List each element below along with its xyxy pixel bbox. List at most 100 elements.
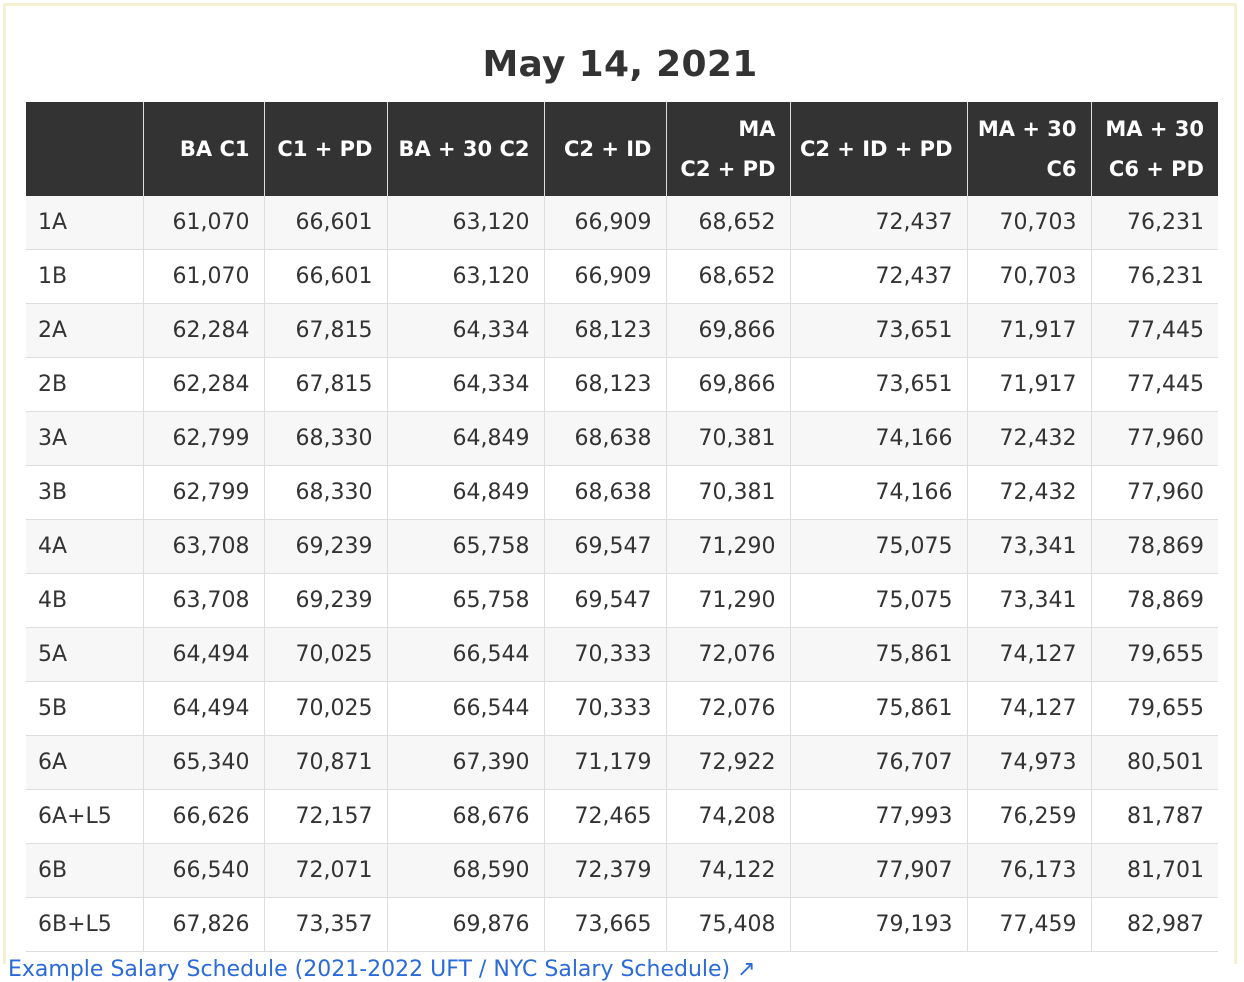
salary-cell: 75,075	[790, 573, 968, 628]
salary-cell: 70,025	[264, 627, 388, 682]
step-cell: 3B	[26, 465, 144, 520]
salary-cell: 68,590	[387, 843, 545, 898]
step-cell: 6B+L5	[26, 897, 144, 952]
header-step	[26, 102, 144, 196]
salary-cell: 72,922	[666, 735, 791, 790]
salary-cell: 72,076	[666, 681, 791, 736]
table-row: 2A 62,284 67,815 64,334 68,123 69,866 73…	[26, 303, 1218, 358]
salary-cell: 69,239	[264, 573, 388, 628]
salary-cell: 70,871	[264, 735, 388, 790]
salary-cell: 62,799	[143, 465, 265, 520]
salary-cell: 68,123	[544, 357, 667, 412]
table-row: 4A 63,708 69,239 65,758 69,547 71,290 75…	[26, 519, 1218, 574]
table-row: 6B 66,540 72,071 68,590 72,379 74,122 77…	[26, 843, 1218, 898]
salary-cell: 73,665	[544, 897, 667, 952]
table-row: 3B 62,799 68,330 64,849 68,638 70,381 74…	[26, 465, 1218, 520]
salary-cell: 68,652	[666, 196, 791, 250]
salary-cell: 61,070	[143, 196, 265, 250]
step-cell: 5B	[26, 681, 144, 736]
salary-cell: 80,501	[1091, 735, 1218, 790]
salary-cell: 66,540	[143, 843, 265, 898]
salary-cell: 66,544	[387, 681, 545, 736]
salary-cell: 62,799	[143, 411, 265, 466]
schedule-panel: May 14, 2021 BA C1 C1 + PD BA + 30 C2 C2…	[3, 3, 1237, 964]
step-cell: 6A+L5	[26, 789, 144, 844]
salary-cell: 75,861	[790, 627, 968, 682]
salary-cell: 69,866	[666, 303, 791, 358]
salary-cell: 77,993	[790, 789, 968, 844]
table-row: 6B+L5 67,826 73,357 69,876 73,665 75,408…	[26, 897, 1218, 952]
table-header-row: BA C1 C1 + PD BA + 30 C2 C2 + ID MA C2 + …	[26, 102, 1218, 196]
salary-cell: 78,869	[1091, 519, 1218, 574]
salary-cell: 74,166	[790, 411, 968, 466]
step-cell: 2A	[26, 303, 144, 358]
salary-cell: 70,703	[967, 249, 1092, 304]
salary-cell: 76,231	[1091, 196, 1218, 250]
salary-cell: 78,869	[1091, 573, 1218, 628]
salary-cell: 77,445	[1091, 357, 1218, 412]
salary-cell: 68,330	[264, 465, 388, 520]
salary-cell: 63,708	[143, 519, 265, 574]
salary-cell: 70,025	[264, 681, 388, 736]
salary-cell: 66,601	[264, 249, 388, 304]
salary-cell: 65,340	[143, 735, 265, 790]
salary-cell: 64,849	[387, 465, 545, 520]
salary-cell: 76,707	[790, 735, 968, 790]
salary-cell: 77,459	[967, 897, 1092, 952]
salary-cell: 73,341	[967, 573, 1092, 628]
salary-cell: 69,239	[264, 519, 388, 574]
salary-cell: 67,815	[264, 303, 388, 358]
salary-cell: 82,987	[1091, 897, 1218, 952]
step-cell: 5A	[26, 627, 144, 682]
salary-cell: 72,437	[790, 196, 968, 250]
table-row: 2B 62,284 67,815 64,334 68,123 69,866 73…	[26, 357, 1218, 412]
salary-cell: 64,334	[387, 303, 545, 358]
salary-cell: 68,652	[666, 249, 791, 304]
salary-cell: 77,960	[1091, 465, 1218, 520]
salary-cell: 76,259	[967, 789, 1092, 844]
header-ba-c1: BA C1	[143, 102, 265, 196]
header-ma30-c6: MA + 30 C6	[967, 102, 1092, 196]
salary-cell: 67,815	[264, 357, 388, 412]
salary-cell: 63,120	[387, 249, 545, 304]
step-cell: 1B	[26, 249, 144, 304]
step-cell: 6B	[26, 843, 144, 898]
salary-cell: 76,173	[967, 843, 1092, 898]
salary-cell: 71,917	[967, 357, 1092, 412]
salary-cell: 70,333	[544, 627, 667, 682]
salary-cell: 69,866	[666, 357, 791, 412]
salary-cell: 73,341	[967, 519, 1092, 574]
salary-cell: 63,120	[387, 196, 545, 250]
table-row: 1B 61,070 66,601 63,120 66,909 68,652 72…	[26, 249, 1218, 304]
table-row: 5B 64,494 70,025 66,544 70,333 72,076 75…	[26, 681, 1218, 736]
step-cell: 6A	[26, 735, 144, 790]
salary-cell: 73,651	[790, 357, 968, 412]
salary-cell: 69,547	[544, 519, 667, 574]
table-row: 5A 64,494 70,025 66,544 70,333 72,076 75…	[26, 627, 1218, 682]
salary-cell: 77,960	[1091, 411, 1218, 466]
salary-cell: 76,231	[1091, 249, 1218, 304]
salary-cell: 67,826	[143, 897, 265, 952]
salary-cell: 72,379	[544, 843, 667, 898]
step-cell: 4B	[26, 573, 144, 628]
salary-cell: 81,701	[1091, 843, 1218, 898]
salary-cell: 65,758	[387, 519, 545, 574]
table-row: 1A 61,070 66,601 63,120 66,909 68,652 72…	[26, 196, 1218, 250]
salary-cell: 66,909	[544, 196, 667, 250]
salary-cell: 73,651	[790, 303, 968, 358]
salary-schedule-link[interactable]: Example Salary Schedule (2021-2022 UFT /…	[8, 957, 756, 982]
salary-cell: 64,849	[387, 411, 545, 466]
table-row: 6A 65,340 70,871 67,390 71,179 72,922 76…	[26, 735, 1218, 790]
salary-cell: 66,601	[264, 196, 388, 250]
salary-cell: 72,432	[967, 411, 1092, 466]
page-title: May 14, 2021	[482, 44, 758, 85]
salary-cell: 81,787	[1091, 789, 1218, 844]
salary-cell: 73,357	[264, 897, 388, 952]
salary-cell: 72,076	[666, 627, 791, 682]
header-ba30-c2: BA + 30 C2	[387, 102, 545, 196]
salary-cell: 74,122	[666, 843, 791, 898]
salary-cell: 74,208	[666, 789, 791, 844]
salary-cell: 62,284	[143, 357, 265, 412]
salary-cell: 72,465	[544, 789, 667, 844]
salary-cell: 77,907	[790, 843, 968, 898]
